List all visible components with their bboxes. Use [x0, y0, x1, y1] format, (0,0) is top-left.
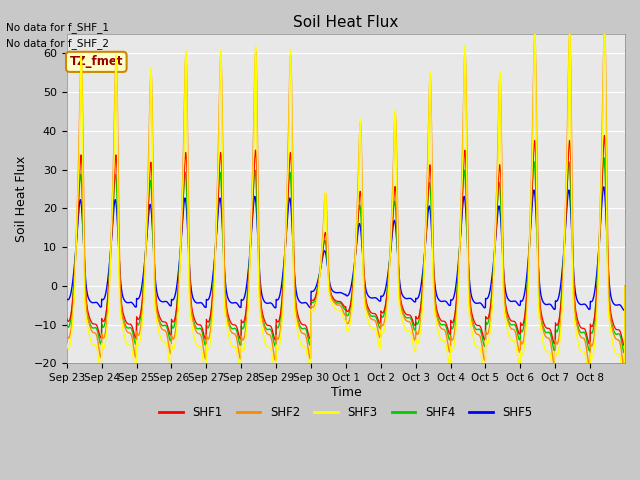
Text: No data for f_SHF_2: No data for f_SHF_2 [6, 38, 109, 49]
Text: TZ_fmet: TZ_fmet [70, 55, 123, 68]
Y-axis label: Soil Heat Flux: Soil Heat Flux [15, 156, 28, 242]
Legend: SHF1, SHF2, SHF3, SHF4, SHF5: SHF1, SHF2, SHF3, SHF4, SHF5 [155, 401, 537, 423]
Title: Soil Heat Flux: Soil Heat Flux [293, 15, 399, 30]
X-axis label: Time: Time [330, 386, 361, 399]
Text: No data for f_SHF_1: No data for f_SHF_1 [6, 22, 109, 33]
